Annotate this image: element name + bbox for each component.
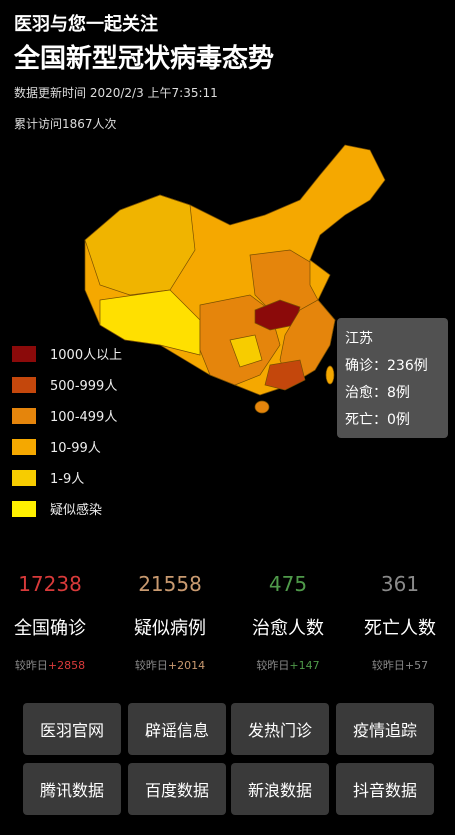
legend-label: 疑似感染 <box>50 503 103 518</box>
compare-label: 较昨日 <box>134 659 168 672</box>
stat-compare: 较昨日+147 <box>231 657 345 673</box>
compare-delta: +2014 <box>167 659 206 672</box>
tooltip-line: 死亡：0例 <box>345 412 410 428</box>
tooltip-line: 治愈：8例 <box>345 385 410 401</box>
nav-button[interactable]: 百度数据 <box>128 763 226 815</box>
hainan <box>254 400 270 414</box>
legend-item: 100-499人 <box>12 406 117 425</box>
region <box>84 194 196 296</box>
title: 全国新型冠状病毒态势 <box>14 44 275 74</box>
nav-button[interactable]: 新浪数据 <box>231 763 329 815</box>
tooltip-line: 确诊：236例 <box>345 358 428 374</box>
compare-label: 较昨日 <box>256 659 290 672</box>
region <box>99 289 201 356</box>
legend-label: 500-999人 <box>50 379 118 394</box>
tooltip: 江苏 确诊：236例 治愈：8例死亡：0例 <box>337 318 448 438</box>
stat-value: 475 <box>268 572 308 596</box>
stat-value: 17238 <box>18 572 82 596</box>
legend-swatch <box>12 345 36 362</box>
nav-button[interactable]: 医羽官网 <box>23 703 121 755</box>
legend-item: 1000人以上 <box>12 344 122 363</box>
update-time: 数据更新时间 2020/2/3 上午7:35:11 <box>14 86 218 100</box>
legend-label: 100-499人 <box>50 410 118 425</box>
legend-item: 1-9人 <box>12 468 84 487</box>
legend-swatch <box>12 438 36 455</box>
legend-swatch <box>12 469 36 486</box>
legend-item: 疑似感染 <box>12 499 102 518</box>
compare-label: 较昨日 <box>371 659 405 672</box>
legend-swatch <box>12 407 36 424</box>
stat-compare: 较昨日+2014 <box>113 657 227 673</box>
legend-label: 1000人以上 <box>50 348 123 363</box>
compare-delta: +147 <box>289 659 320 672</box>
nav-button[interactable]: 抖音数据 <box>336 763 434 815</box>
stat-compare: 较昨日+57 <box>343 657 455 673</box>
map <box>84 144 386 414</box>
legend-label: 10-99人 <box>50 441 101 456</box>
nav-button[interactable]: 辟谣信息 <box>128 703 226 755</box>
nav-button[interactable]: 腾讯数据 <box>23 763 121 815</box>
legend-swatch <box>12 376 36 393</box>
nav-button[interactable]: 疫情追踪 <box>336 703 434 755</box>
nav-button[interactable]: 发热门诊 <box>231 703 329 755</box>
stat-compare: 较昨日+2858 <box>0 657 107 673</box>
compare-label: 较昨日 <box>14 659 48 672</box>
taiwan <box>325 365 335 385</box>
region <box>309 259 331 301</box>
legend-label: 1-9人 <box>50 472 85 487</box>
region <box>264 359 306 391</box>
visits: 累计访问1867人次 <box>14 117 117 131</box>
stat-label: 疑似病例 <box>134 618 206 639</box>
stat-label: 死亡人数 <box>364 618 436 639</box>
stat-value: 21558 <box>138 572 202 596</box>
stat-label: 全国确诊 <box>14 618 86 639</box>
subtitle: 医羽与您一起关注 <box>14 14 158 35</box>
legend-item: 500-999人 <box>12 375 117 394</box>
compare-delta: +2858 <box>47 659 86 672</box>
legend-item: 10-99人 <box>12 437 101 456</box>
stat-label: 治愈人数 <box>252 618 324 639</box>
tooltip-province: 江苏 <box>345 331 373 347</box>
region <box>229 334 263 368</box>
legend-swatch <box>12 500 36 517</box>
compare-delta: +57 <box>404 659 429 672</box>
stat-value: 361 <box>380 572 420 596</box>
